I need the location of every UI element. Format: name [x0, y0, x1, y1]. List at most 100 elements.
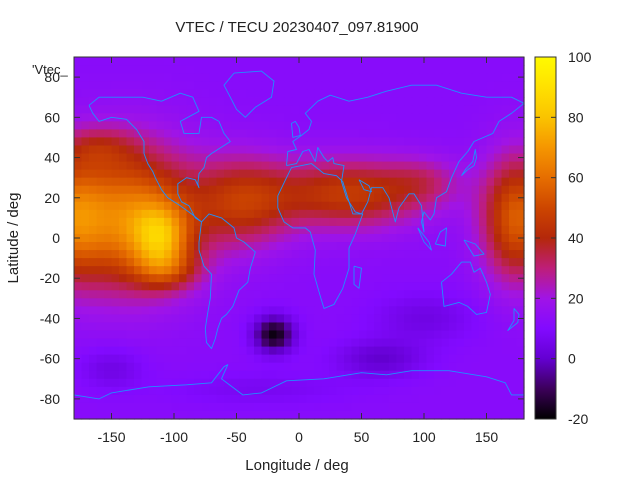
- heatmap-cell: [456, 81, 465, 90]
- heatmap-cell: [434, 177, 443, 187]
- heatmap-cell: [404, 153, 413, 163]
- heatmap-cell: [164, 346, 173, 356]
- heatmap-cell: [449, 354, 458, 364]
- heatmap-cell: [261, 225, 270, 235]
- heatmap-cell: [329, 266, 338, 275]
- coastline-north-america: [88, 92, 231, 223]
- heatmap-cell: [396, 306, 405, 316]
- heatmap-cell: [231, 81, 240, 90]
- heatmap-cell: [246, 233, 255, 243]
- heatmap-cell: [381, 73, 390, 82]
- heatmap-cell: [494, 274, 503, 283]
- heatmap-cell: [209, 105, 218, 114]
- heatmap-cell: [246, 274, 255, 283]
- heatmap-cell: [171, 274, 180, 283]
- heatmap-cell: [329, 338, 338, 348]
- heatmap-cell: [359, 225, 368, 235]
- heatmap-cell: [194, 354, 203, 364]
- heatmap-cell: [299, 242, 308, 251]
- heatmap-cell: [306, 402, 315, 412]
- heatmap-cell: [239, 242, 248, 251]
- heatmap-cell: [239, 362, 248, 372]
- heatmap-cell: [471, 193, 480, 203]
- heatmap-cell: [126, 338, 135, 348]
- heatmap-cell: [194, 346, 203, 356]
- heatmap-cell: [104, 193, 113, 203]
- heatmap-cell: [119, 258, 128, 267]
- heatmap-cell: [456, 217, 465, 227]
- heatmap-cell: [321, 290, 330, 299]
- heatmap-cell: [276, 137, 285, 147]
- heatmap-cell: [126, 330, 135, 340]
- heatmap-cell: [471, 354, 480, 364]
- heatmap-cell: [149, 386, 158, 396]
- heatmap-cell: [111, 65, 120, 74]
- heatmap-cell: [269, 410, 278, 420]
- heatmap-cell: [224, 97, 233, 106]
- heatmap-cell: [171, 209, 180, 219]
- heatmap-cell: [404, 225, 413, 235]
- heatmap-cell: [119, 346, 128, 356]
- heatmap-cell: [456, 185, 465, 195]
- heatmap-cell: [441, 258, 450, 267]
- heatmap-cell: [419, 274, 428, 283]
- heatmap-cell: [359, 201, 368, 211]
- heatmap-cell: [216, 306, 225, 316]
- heatmap-cell: [306, 185, 315, 195]
- heatmap-cell: [126, 322, 135, 332]
- heatmap-cell: [89, 81, 98, 90]
- heatmap-cell: [321, 314, 330, 324]
- heatmap-cell: [381, 233, 390, 243]
- heatmap-cell: [419, 338, 428, 348]
- heatmap-cell: [389, 161, 398, 171]
- heatmap-cell: [441, 282, 450, 291]
- heatmap-cell: [389, 386, 398, 396]
- heatmap-cell: [336, 290, 345, 299]
- heatmap-cell: [479, 169, 488, 179]
- heatmap-cell: [141, 193, 150, 203]
- heatmap-cell: [149, 233, 158, 243]
- heatmap-cell: [426, 378, 435, 388]
- heatmap-cell: [186, 410, 195, 420]
- heatmap-cell: [111, 121, 120, 130]
- heatmap-cell: [329, 89, 338, 98]
- heatmap-cell: [351, 386, 360, 396]
- heatmap-cell: [276, 65, 285, 74]
- heatmap-cell: [194, 410, 203, 420]
- heatmap-cell: [254, 233, 263, 243]
- heatmap-cell: [404, 314, 413, 324]
- heatmap-cell: [111, 185, 120, 195]
- heatmap-cell: [201, 274, 210, 283]
- heatmap-cell: [351, 282, 360, 291]
- heatmap-cell: [389, 346, 398, 356]
- heatmap-cell: [291, 161, 300, 171]
- heatmap-cell: [404, 338, 413, 348]
- heatmap-cell: [456, 169, 465, 179]
- heatmap-cell: [314, 105, 323, 114]
- heatmap-cell: [276, 402, 285, 412]
- heatmap-cell: [336, 233, 345, 243]
- heatmap-cell: [411, 346, 420, 356]
- heatmap-cell: [389, 314, 398, 324]
- heatmap-cell: [149, 185, 158, 195]
- heatmap-cell: [89, 322, 98, 332]
- heatmap-cell: [186, 201, 195, 211]
- heatmap-cell: [494, 282, 503, 291]
- heatmap-cell: [509, 65, 518, 74]
- heatmap-cell: [149, 290, 158, 299]
- y-tick-label: 40: [44, 150, 60, 166]
- heatmap-cell: [261, 410, 270, 420]
- heatmap-cell: [359, 258, 368, 267]
- heatmap-cell: [164, 410, 173, 420]
- heatmap-cell: [494, 217, 503, 227]
- heatmap-cell: [464, 65, 473, 74]
- heatmap-cell: [141, 233, 150, 243]
- heatmap-cell: [456, 346, 465, 356]
- heatmap-cell: [89, 306, 98, 316]
- heatmap-cell: [359, 113, 368, 122]
- heatmap-cell: [329, 201, 338, 211]
- heatmap-cell: [389, 242, 398, 251]
- heatmap-cell: [464, 225, 473, 235]
- heatmap-cell: [284, 57, 293, 66]
- heatmap-cell: [261, 394, 270, 404]
